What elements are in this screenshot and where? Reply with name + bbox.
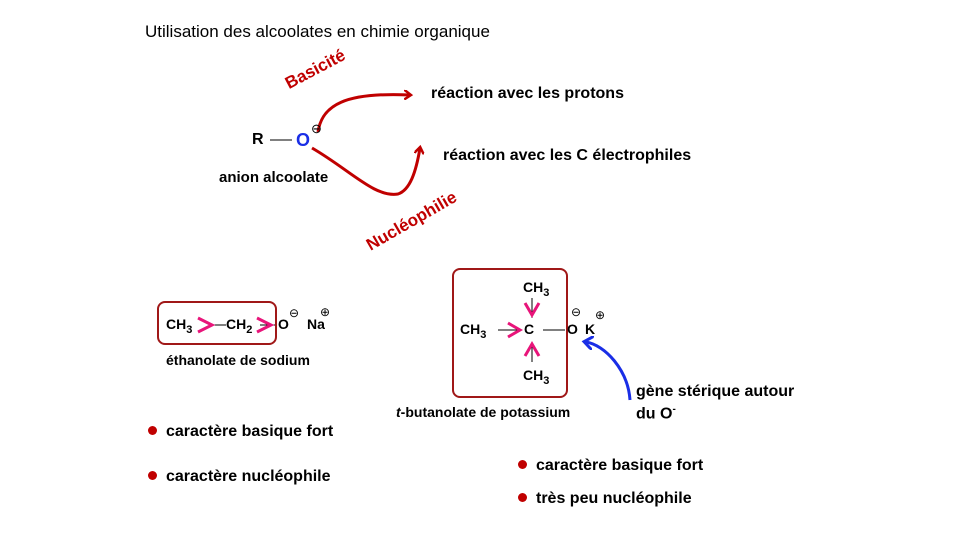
ethanolate-alkyl-box — [157, 301, 277, 345]
steric-superscript: - — [672, 404, 676, 415]
ch2-subscript: 2 — [246, 324, 253, 336]
tbu-central-carbon: C — [524, 321, 535, 337]
tbu-bullet-2-text: très peu nucléophile — [536, 490, 692, 507]
bullet-dot-icon — [148, 471, 157, 481]
inductive-chevron-2 — [256, 316, 275, 334]
ethanolate-bullet-1-text: caractère basique fort — [166, 423, 334, 440]
sodium-label: Na — [307, 316, 325, 332]
tbu-bullet-1-text: caractère basique fort — [536, 457, 704, 474]
ethanolate-ch2: CH2 — [226, 316, 252, 336]
steric-line-1: gène stérique autour — [636, 383, 795, 400]
potassium-label: K — [585, 321, 596, 337]
tbu-ch3-left: CH3 — [460, 321, 486, 341]
ch3-subscript: 3 — [543, 375, 550, 387]
ch3-text: CH — [460, 321, 481, 337]
ch3-subscript: 3 — [480, 329, 487, 341]
anion-alcoolate-label: anion alcoolate — [219, 169, 329, 186]
reaction-protons-label: réaction avec les protons — [431, 85, 624, 102]
ethanolate-oxygen: O — [278, 316, 289, 332]
ch3-text: CH — [523, 367, 544, 383]
ch3-text: CH — [523, 279, 544, 295]
inductive-chevron-1 — [197, 316, 216, 334]
ethanolate-bullet-2: caractère nucléophile — [148, 468, 331, 486]
bullet-dot-icon — [518, 493, 527, 503]
potassium-plus-icon: ⊕ — [595, 308, 606, 322]
ch3-subscript: 3 — [186, 324, 193, 336]
bullet-dot-icon — [148, 426, 157, 436]
ethanolate-name: éthanolate de sodium — [166, 352, 310, 368]
tbutanolate-name-italic: t — [396, 404, 401, 420]
bullet-dot-icon — [518, 460, 527, 470]
ethanolate-bullet-1: caractère basique fort — [148, 423, 333, 441]
tbu-chevron-left — [507, 321, 523, 339]
tbu-bullet-1: caractère basique fort — [518, 457, 703, 475]
negative-charge-icon: ⊖ — [311, 121, 322, 136]
ethanolate-bullet-2-text: caractère nucléophile — [166, 468, 331, 485]
sodium-plus-icon: ⊕ — [320, 305, 331, 319]
ethanolate-ch3: CH3 — [166, 316, 192, 336]
ch2-text: CH — [226, 316, 247, 332]
ch3-text: CH — [166, 316, 187, 332]
tbu-chevron-bottom — [523, 341, 541, 357]
tbu-minus-icon: ⊖ — [571, 305, 582, 319]
tbutyl-box — [452, 268, 568, 398]
reaction-electrophiles-label: réaction avec les C électrophiles — [443, 147, 692, 164]
nucleophilie-arrow — [311, 148, 420, 196]
tbu-chevron-top — [523, 302, 541, 318]
tbu-ch3-top: CH3 — [523, 279, 549, 299]
tbutanolate-name: t-butanolate de potassium — [396, 404, 570, 420]
steric-line-2-text: du O — [636, 405, 673, 423]
steric-line-2: du O- — [636, 404, 676, 423]
tbu-bullet-2: très peu nucléophile — [518, 490, 692, 508]
ch3-subscript: 3 — [543, 287, 550, 299]
oxygen-atom: O — [296, 130, 311, 150]
page-title: Utilisation des alcoolates en chimie org… — [145, 22, 490, 41]
tbu-ch3-bottom: CH3 — [523, 367, 549, 387]
basicite-arrow — [316, 95, 410, 133]
steric-arrow — [586, 342, 632, 401]
r-group-label: R — [252, 131, 264, 148]
ethanolate-minus-icon: ⊖ — [289, 306, 300, 320]
tbu-oxygen: O — [567, 321, 578, 337]
tbutanolate-name-rest: -butanolate de potassium — [400, 404, 571, 420]
